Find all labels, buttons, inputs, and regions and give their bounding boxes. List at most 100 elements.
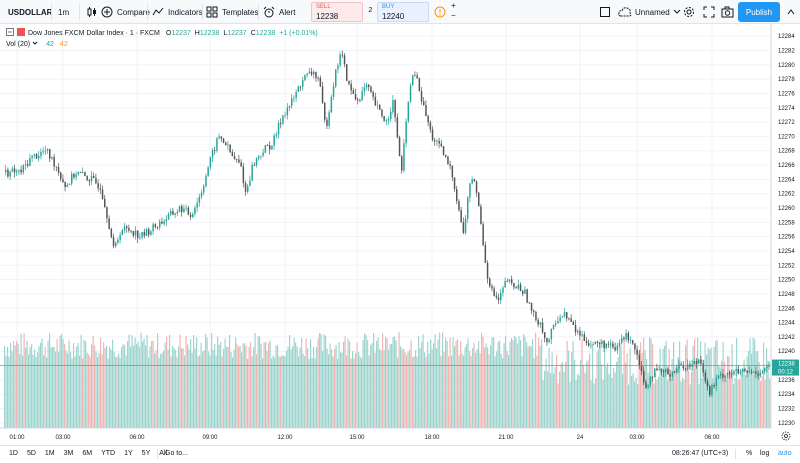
volume-bar: [67, 353, 69, 428]
save-layout-button[interactable]: Unnamed: [618, 0, 687, 24]
volume-bar: [325, 335, 327, 428]
volume-bar: [229, 335, 231, 428]
volume-bar: [287, 346, 289, 428]
volume-bar: [178, 346, 180, 428]
range-tab-all[interactable]: All: [159, 450, 168, 457]
y-tick-label: 12282: [778, 48, 795, 54]
candle: [755, 371, 757, 374]
volume-bar: [698, 383, 700, 428]
log-scale-toggle[interactable]: log: [760, 450, 770, 457]
volume-bar: [110, 349, 112, 428]
candle: [167, 214, 170, 220]
interval-button[interactable]: 1m: [58, 7, 70, 17]
snapshot-button[interactable]: [720, 0, 737, 24]
range-tab-5y[interactable]: 5Y: [141, 450, 151, 457]
volume-bar: [203, 350, 205, 428]
gear-icon[interactable]: [781, 431, 791, 441]
volume-bar: [611, 378, 613, 428]
increase-quantity[interactable]: +: [451, 1, 456, 10]
percent-scale-toggle[interactable]: %: [746, 450, 753, 457]
volume-label[interactable]: Vol (20): [6, 40, 31, 48]
candle: [621, 338, 623, 343]
range-tab-1y[interactable]: 1Y: [124, 450, 133, 457]
volume-bar: [476, 349, 478, 428]
compare-button[interactable]: Compare: [100, 0, 150, 24]
buy-button[interactable]: BUY 12240: [377, 2, 429, 22]
candle: [27, 164, 29, 166]
candle: [38, 156, 40, 159]
volume-bar: [227, 347, 229, 428]
price-chart[interactable]: 12284 12282 12280 12278 12276 12274 12272 12270…: [0, 24, 800, 445]
countdown-label: 00:12: [778, 370, 794, 376]
candle: [324, 102, 326, 120]
candle: [88, 180, 91, 182]
indicators-button[interactable]: Indicators: [151, 0, 203, 24]
volume-bar: [277, 344, 279, 428]
candle: [616, 345, 619, 351]
volume-bar: [352, 350, 354, 428]
settings-button[interactable]: [682, 0, 699, 24]
volume-bar: [704, 342, 706, 428]
volume-bar: [146, 335, 148, 428]
divider: [157, 449, 158, 459]
quantity-stepper[interactable]: + −: [451, 1, 456, 21]
volume-bar: [64, 343, 66, 428]
range-tab-1d[interactable]: 1D: [9, 450, 18, 457]
range-tab-ytd[interactable]: YTD: [101, 450, 116, 457]
volume-bar: [11, 351, 13, 428]
range-tab-5d[interactable]: 5D: [26, 450, 36, 457]
layout-button[interactable]: [598, 0, 615, 24]
y-tick-label: 12244: [778, 321, 795, 327]
auto-scale-toggle[interactable]: auto: [778, 450, 792, 457]
templates-button[interactable]: Templates: [205, 0, 258, 24]
volume-bar: [578, 375, 580, 428]
candle: [359, 99, 361, 101]
range-tab-6m[interactable]: 6M: [82, 450, 93, 457]
volume-bar: [241, 352, 243, 428]
volume-bar: [22, 355, 24, 428]
range-tab-1m[interactable]: 1M: [44, 450, 55, 457]
symbol-legend: Dow Jones FXCM Dollar Index · 1 · FXCM O…: [6, 28, 318, 38]
candle: [51, 156, 53, 159]
chart-type-button[interactable]: [85, 0, 102, 24]
volume-bar: [295, 342, 297, 428]
symbol-search[interactable]: USDOLLAR: [8, 0, 52, 24]
volume-bar: [154, 353, 156, 428]
candle: [629, 340, 632, 342]
trading-info-button[interactable]: [433, 0, 450, 24]
candle: [467, 197, 469, 219]
time-axis[interactable]: [0, 428, 771, 445]
y-tick-label: 12276: [778, 91, 795, 97]
candle: [572, 321, 575, 326]
volume-bar: [266, 350, 268, 428]
candle: [161, 221, 163, 224]
volume-bar: [91, 344, 93, 428]
decrease-quantity[interactable]: −: [451, 11, 456, 20]
volume-bar: [427, 341, 429, 428]
candle: [456, 188, 458, 202]
clock[interactable]: 08:26:47 (UTC+3): [672, 450, 729, 457]
candle: [35, 154, 38, 159]
publish-button[interactable]: Publish: [738, 2, 780, 22]
more-button[interactable]: [784, 0, 800, 24]
volume-bar: [478, 341, 480, 428]
chevron-down-icon[interactable]: [32, 40, 38, 48]
alert-button[interactable]: Alert: [262, 0, 295, 24]
candle: [511, 279, 513, 284]
sell-button[interactable]: SELL 12238: [311, 2, 363, 22]
candle: [178, 206, 181, 212]
goto-button[interactable]: Go to...: [165, 450, 188, 457]
fullscreen-button[interactable]: [702, 0, 719, 24]
volume-bar: [580, 360, 582, 428]
volume-bar: [230, 352, 232, 428]
volume-bar: [458, 355, 460, 428]
collapse-legend-icon[interactable]: [6, 28, 14, 38]
range-tab-3m[interactable]: 3M: [63, 450, 74, 457]
volume-bar: [5, 355, 7, 428]
volume-bar: [356, 342, 358, 428]
candle: [566, 312, 568, 319]
volume-bar: [104, 348, 106, 428]
volume-bar: [323, 334, 325, 428]
divider: [202, 4, 203, 20]
volume-bar: [547, 371, 549, 428]
